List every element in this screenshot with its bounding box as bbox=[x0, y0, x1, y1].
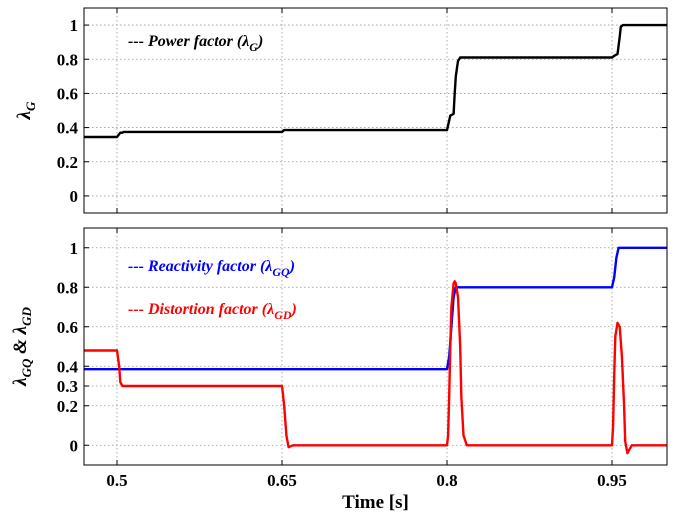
y-tick-label: 0.6 bbox=[57, 84, 78, 103]
panel-power-factor: 0 0.2 0.4 0.6 0.8 1 --- Power factor (λG) λG bbox=[14, 7, 668, 214]
legend-entry-1: --- Power factor (λG) bbox=[128, 33, 263, 54]
y-tick-label: 0.4 bbox=[57, 357, 79, 376]
y-tick-label: 0.4 bbox=[57, 119, 79, 138]
y-axis-label-bottom: λGQ & λGD bbox=[10, 307, 34, 387]
y-ticks-top: 0 0.2 0.4 0.6 0.8 1 bbox=[57, 8, 667, 213]
lines-top bbox=[84, 23, 667, 139]
x-tick-label: 0.65 bbox=[267, 471, 297, 490]
panel-reactivity-distortion: 0 0.20.30.4 0.6 0.8 1 0.5 0.65 0.8 0.95 --- Rea… bbox=[10, 227, 668, 513]
axes-frame-top bbox=[83, 7, 668, 214]
y-tick-label: 0.8 bbox=[57, 278, 78, 297]
x-tick-label: 0.8 bbox=[436, 471, 457, 490]
series-line-2 bbox=[84, 280, 667, 455]
legend-bottom: --- Reactivity factor (λGQ) --- Distortio… bbox=[128, 258, 297, 322]
x-axis-label: Time [s] bbox=[342, 492, 409, 513]
series-line-1 bbox=[84, 23, 667, 139]
y-tick-label: 0 bbox=[70, 187, 79, 206]
x-tick-label: 0.95 bbox=[597, 471, 627, 490]
y-tick-label: 1 bbox=[70, 16, 79, 35]
y-tick-label: 0.3 bbox=[57, 377, 78, 396]
y-ticks-bottom: 0 0.20.30.4 0.6 0.8 1 bbox=[57, 239, 667, 455]
y-tick-label: 0.2 bbox=[57, 153, 78, 172]
y-axis-label-top: λG bbox=[14, 101, 38, 120]
y-tick-label: 0.8 bbox=[57, 50, 78, 69]
y-tick-label: 0 bbox=[70, 436, 79, 455]
y-tick-label: 0.6 bbox=[57, 318, 78, 337]
x-tick-label: 0.5 bbox=[106, 471, 127, 490]
x-ticks-bottom: 0.5 0.65 0.8 0.95 bbox=[106, 228, 627, 490]
grid-top bbox=[84, 8, 667, 213]
legend-entry-1: --- Reactivity factor (λGQ) bbox=[128, 258, 295, 279]
y-tick-label: 0.2 bbox=[57, 397, 78, 416]
legend-top: --- Power factor (λG) bbox=[128, 33, 263, 54]
lines-bottom bbox=[84, 246, 667, 455]
legend-entry-2: --- Distortion factor (λGD) bbox=[128, 301, 297, 322]
y-tick-label: 1 bbox=[70, 239, 79, 258]
axes-frame-bottom bbox=[83, 227, 668, 466]
